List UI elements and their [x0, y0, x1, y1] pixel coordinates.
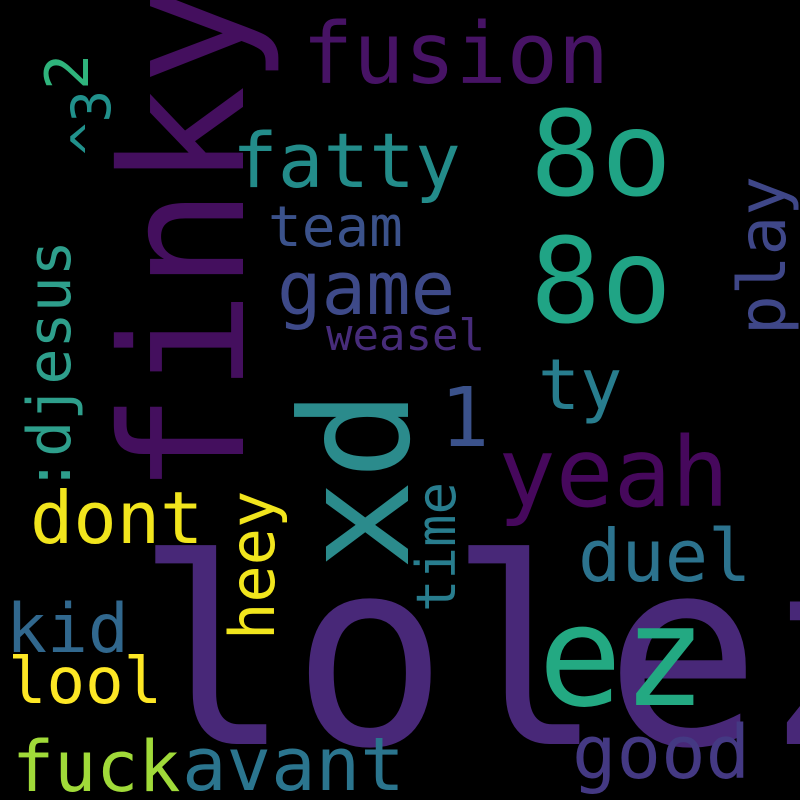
word-8o-1: 8o — [530, 85, 673, 223]
word-finky: finky — [86, 0, 284, 495]
word-lool: lool — [8, 645, 163, 719]
word-8o-2: 8o — [530, 212, 673, 350]
word-2: 2 — [33, 53, 103, 90]
word-fuck: fuck — [12, 726, 181, 800]
word-ty: ty — [538, 344, 623, 426]
word-time: time — [405, 481, 468, 612]
word-caret3: ^3 — [60, 89, 123, 155]
word-djesus: :djesus — [15, 240, 85, 493]
word-lolez: lolez — [135, 504, 800, 800]
word-game: game — [277, 246, 456, 332]
word-heey: heey — [216, 490, 289, 640]
word-1: 1 — [440, 371, 490, 466]
word-weasel: weasel — [326, 310, 485, 361]
word-yeah: yeah — [498, 417, 730, 529]
word-ez: ez — [538, 576, 707, 739]
word-team: team — [268, 195, 403, 260]
word-fatty: fatty — [232, 116, 461, 205]
word-kid: kid — [6, 590, 129, 669]
word-play: play — [724, 176, 800, 335]
word-duel: duel — [578, 514, 752, 598]
word-fusion: fusion — [302, 5, 610, 104]
word-dont: dont — [30, 476, 204, 560]
word-good: good — [572, 710, 751, 796]
word-avant: avant — [182, 722, 405, 800]
